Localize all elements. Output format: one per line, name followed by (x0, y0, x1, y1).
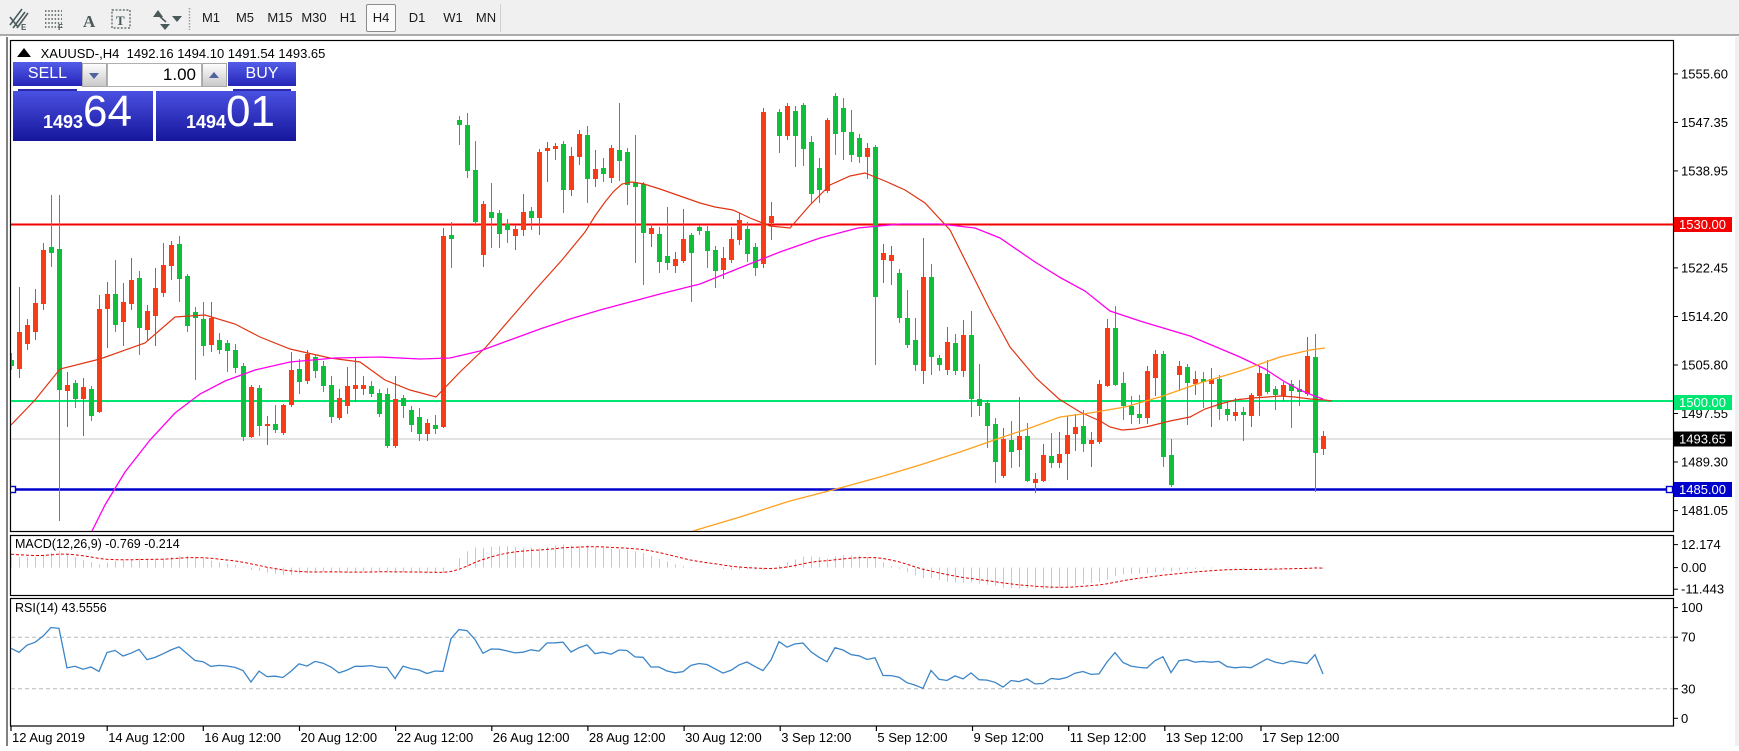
svg-text:100: 100 (1681, 600, 1703, 615)
svg-text:28 Aug 12:00: 28 Aug 12:00 (589, 730, 666, 745)
svg-text:3 Sep 12:00: 3 Sep 12:00 (781, 730, 851, 745)
svg-text:A: A (83, 12, 96, 31)
svg-text:1547.35: 1547.35 (1681, 115, 1728, 130)
svg-text:17 Sep 12:00: 17 Sep 12:00 (1262, 730, 1339, 745)
svg-text:13 Sep 12:00: 13 Sep 12:00 (1166, 730, 1243, 745)
svg-text:70: 70 (1681, 630, 1695, 645)
svg-text:16 Aug 12:00: 16 Aug 12:00 (204, 730, 281, 745)
svg-text:1500.00: 1500.00 (1679, 395, 1726, 410)
svg-text:MACD(12,26,9) -0.769 -0.214: MACD(12,26,9) -0.769 -0.214 (15, 537, 180, 551)
svg-text:12.174: 12.174 (1681, 537, 1721, 552)
svg-text:-11.443: -11.443 (1681, 582, 1724, 597)
svg-text:1481.05: 1481.05 (1681, 503, 1728, 518)
svg-text:1555.60: 1555.60 (1681, 66, 1728, 81)
svg-text:F: F (58, 23, 63, 32)
svg-text:1514.20: 1514.20 (1681, 309, 1728, 324)
svg-text:14 Aug 12:00: 14 Aug 12:00 (108, 730, 185, 745)
svg-text:1530.00: 1530.00 (1679, 217, 1726, 232)
svg-text:9 Sep 12:00: 9 Sep 12:00 (974, 730, 1044, 745)
svg-text:1493.65: 1493.65 (1679, 432, 1726, 447)
svg-text:5 Sep 12:00: 5 Sep 12:00 (877, 730, 947, 745)
svg-text:12 Aug 2019: 12 Aug 2019 (12, 730, 85, 745)
svg-text:20 Aug 12:00: 20 Aug 12:00 (301, 730, 378, 745)
svg-text:30 Aug 12:00: 30 Aug 12:00 (685, 730, 762, 745)
svg-text:RSI(14) 43.5556: RSI(14) 43.5556 (15, 601, 107, 615)
svg-text:26 Aug 12:00: 26 Aug 12:00 (493, 730, 570, 745)
svg-text:1505.80: 1505.80 (1681, 358, 1728, 373)
svg-text:30: 30 (1681, 681, 1695, 696)
svg-text:0.00: 0.00 (1681, 560, 1706, 575)
svg-text:1489.30: 1489.30 (1681, 455, 1728, 470)
svg-text:22 Aug 12:00: 22 Aug 12:00 (397, 730, 474, 745)
svg-text:T: T (116, 13, 125, 28)
svg-text:E: E (21, 23, 27, 32)
svg-text:1522.45: 1522.45 (1681, 260, 1728, 275)
svg-text:1538.95: 1538.95 (1681, 163, 1728, 178)
svg-text:0: 0 (1681, 711, 1688, 726)
svg-text:11 Sep 12:00: 11 Sep 12:00 (1070, 730, 1146, 745)
svg-text:1485.00: 1485.00 (1679, 482, 1726, 497)
